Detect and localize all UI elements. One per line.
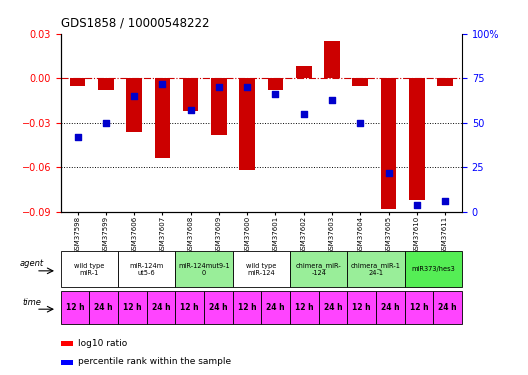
- Point: [215, 84, 223, 90]
- Text: 12 h: 12 h: [352, 303, 371, 312]
- FancyBboxPatch shape: [433, 291, 462, 324]
- FancyBboxPatch shape: [404, 251, 462, 287]
- Text: miR373/hes3: miR373/hes3: [411, 266, 455, 272]
- FancyBboxPatch shape: [233, 251, 290, 287]
- Text: 12 h: 12 h: [238, 303, 256, 312]
- FancyBboxPatch shape: [347, 291, 376, 324]
- Text: 24 h: 24 h: [324, 303, 342, 312]
- Bar: [155, 78, 170, 159]
- FancyBboxPatch shape: [290, 251, 347, 287]
- FancyBboxPatch shape: [61, 251, 118, 287]
- FancyBboxPatch shape: [319, 291, 347, 324]
- Point: [243, 84, 251, 90]
- Text: miR-124m
ut5-6: miR-124m ut5-6: [129, 262, 164, 276]
- Text: time: time: [23, 298, 41, 307]
- Bar: [126, 78, 142, 132]
- Bar: [61, 360, 73, 364]
- FancyBboxPatch shape: [233, 291, 261, 324]
- Text: 24 h: 24 h: [209, 303, 228, 312]
- Text: 12 h: 12 h: [123, 303, 142, 312]
- FancyBboxPatch shape: [290, 291, 319, 324]
- FancyBboxPatch shape: [118, 251, 175, 287]
- Text: chimera_miR-1
24-1: chimera_miR-1 24-1: [351, 262, 401, 276]
- Bar: [409, 78, 425, 200]
- FancyBboxPatch shape: [118, 291, 147, 324]
- FancyBboxPatch shape: [175, 291, 204, 324]
- Bar: [437, 78, 453, 86]
- Text: 12 h: 12 h: [181, 303, 199, 312]
- Text: 12 h: 12 h: [295, 303, 314, 312]
- Text: 24 h: 24 h: [381, 303, 400, 312]
- Point: [356, 120, 364, 126]
- FancyBboxPatch shape: [204, 291, 233, 324]
- Text: wild type
miR-1: wild type miR-1: [74, 262, 105, 276]
- FancyBboxPatch shape: [404, 291, 433, 324]
- Bar: [324, 41, 340, 78]
- Bar: [268, 78, 283, 90]
- Point: [130, 93, 138, 99]
- Bar: [98, 78, 114, 90]
- Point: [412, 202, 421, 208]
- Text: chimera_miR-
-124: chimera_miR- -124: [296, 262, 342, 276]
- Bar: [240, 78, 255, 170]
- Text: wild type
miR-124: wild type miR-124: [246, 262, 277, 276]
- Text: GDS1858 / 10000548222: GDS1858 / 10000548222: [61, 17, 209, 30]
- FancyBboxPatch shape: [147, 291, 175, 324]
- FancyBboxPatch shape: [376, 291, 404, 324]
- Text: log10 ratio: log10 ratio: [78, 339, 127, 348]
- Text: 24 h: 24 h: [95, 303, 113, 312]
- Bar: [61, 341, 73, 346]
- FancyBboxPatch shape: [89, 291, 118, 324]
- Point: [299, 111, 308, 117]
- Point: [328, 97, 336, 103]
- Point: [158, 81, 167, 87]
- Bar: [211, 78, 227, 135]
- Text: 24 h: 24 h: [267, 303, 285, 312]
- Bar: [353, 78, 368, 86]
- Bar: [70, 78, 86, 86]
- Point: [384, 170, 393, 176]
- Bar: [381, 78, 397, 209]
- Point: [186, 107, 195, 113]
- Text: 12 h: 12 h: [66, 303, 84, 312]
- Text: miR-124mut9-1
0: miR-124mut9-1 0: [178, 262, 230, 276]
- FancyBboxPatch shape: [347, 251, 404, 287]
- Text: agent: agent: [20, 259, 44, 268]
- Point: [441, 198, 449, 204]
- Text: percentile rank within the sample: percentile rank within the sample: [78, 357, 231, 366]
- Bar: [183, 78, 199, 111]
- Point: [271, 92, 280, 98]
- FancyBboxPatch shape: [61, 291, 89, 324]
- Text: 24 h: 24 h: [152, 303, 171, 312]
- Text: 12 h: 12 h: [410, 303, 428, 312]
- Text: 24 h: 24 h: [438, 303, 457, 312]
- Point: [73, 134, 82, 140]
- Point: [102, 120, 110, 126]
- FancyBboxPatch shape: [261, 291, 290, 324]
- Bar: [296, 66, 312, 78]
- FancyBboxPatch shape: [175, 251, 233, 287]
